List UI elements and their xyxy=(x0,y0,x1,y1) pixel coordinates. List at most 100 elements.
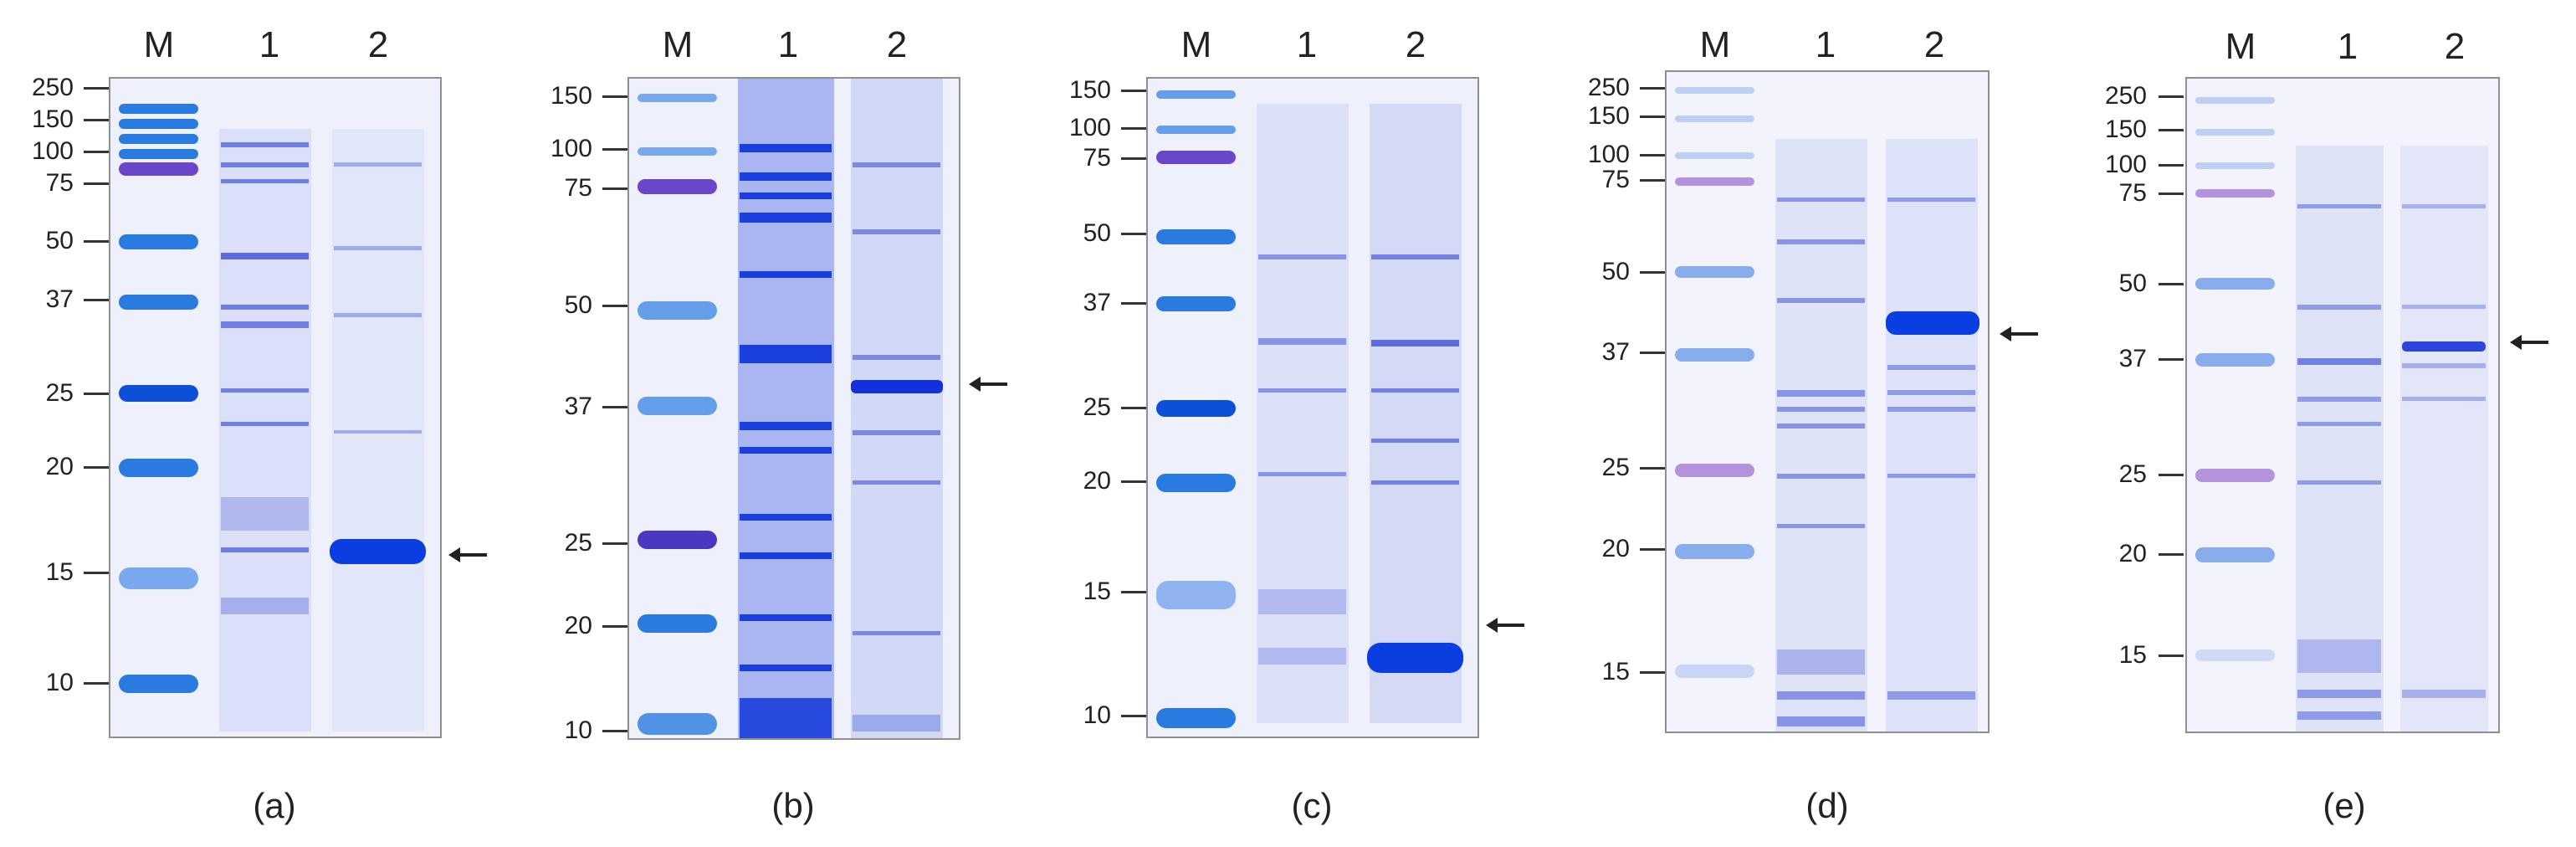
gel-image xyxy=(1665,70,1990,733)
mw-label: 25 xyxy=(2118,460,2147,488)
mw-tick xyxy=(2159,129,2184,131)
mw-tick xyxy=(1640,671,1665,674)
arrow-left-icon xyxy=(1486,618,1524,633)
gel-panel-c: M 1 2 150 100 75 50 37 25 20 15 10 xyxy=(1037,0,1556,847)
mw-tick xyxy=(84,393,109,395)
overexpressed-band xyxy=(330,539,426,564)
mw-label: 37 xyxy=(45,285,74,313)
lane-label-1: 1 xyxy=(1296,24,1318,65)
gel-lanes xyxy=(2187,79,2498,732)
lane-label-1: 1 xyxy=(1815,24,1836,65)
mw-tick xyxy=(2159,95,2184,98)
mw-label: 150 xyxy=(2104,116,2147,143)
lane-label-2: 2 xyxy=(1923,24,1945,65)
mw-tick xyxy=(84,299,109,301)
mw-label: 100 xyxy=(31,137,74,165)
mw-tick xyxy=(2159,654,2184,657)
mw-tick xyxy=(1121,302,1146,305)
mw-tick xyxy=(1121,591,1146,593)
mw-tick xyxy=(84,466,109,469)
mw-tick xyxy=(2159,164,2184,167)
lane-label-2: 2 xyxy=(2444,26,2466,67)
mw-label: 250 xyxy=(31,74,74,101)
gel-panel-a: M 1 2 250 150 100 75 50 37 25 20 15 10 xyxy=(0,0,519,847)
panel-caption: (c) xyxy=(1291,786,1333,825)
lane-label-marker: M xyxy=(2225,26,2256,67)
mw-label: 250 xyxy=(2104,82,2147,110)
mw-label: 250 xyxy=(1587,74,1630,101)
mw-label: 37 xyxy=(564,393,592,420)
mw-tick xyxy=(1640,467,1665,470)
mw-label: 20 xyxy=(1601,535,1630,562)
gel-lanes xyxy=(110,79,440,737)
mw-label: 150 xyxy=(31,105,74,133)
mw-tick xyxy=(84,682,109,685)
lane-label-2: 2 xyxy=(1405,24,1426,65)
mw-tick xyxy=(602,148,627,151)
mw-tick xyxy=(2159,553,2184,556)
mw-tick xyxy=(2159,358,2184,361)
mw-label: 10 xyxy=(45,669,74,696)
mw-label: 100 xyxy=(2104,151,2147,178)
lane-label-marker: M xyxy=(1699,24,1731,65)
panel-caption: (a) xyxy=(253,786,296,825)
mw-tick xyxy=(602,542,627,545)
panel-caption: (e) xyxy=(2322,786,2366,825)
mw-label: 150 xyxy=(1068,76,1111,104)
panel-caption: (d) xyxy=(1805,786,1849,825)
mw-tick xyxy=(2159,283,2184,285)
arrow-left-icon xyxy=(2510,335,2548,350)
gel-image xyxy=(627,77,960,740)
gel-lanes xyxy=(1667,72,1988,732)
mw-tick xyxy=(84,119,109,121)
gel-panel-b: M 1 2 150 100 75 50 37 25 20 10 xyxy=(519,0,1037,847)
mw-tick xyxy=(1121,407,1146,409)
mw-label: 25 xyxy=(1083,393,1111,421)
mw-label: 37 xyxy=(1601,338,1630,366)
mw-label: 100 xyxy=(1068,114,1111,141)
mw-label: 50 xyxy=(2118,270,2147,297)
mw-label: 15 xyxy=(2118,641,2147,669)
mw-label: 100 xyxy=(550,135,592,162)
overexpressed-band xyxy=(1886,311,1979,335)
mw-label: 20 xyxy=(2118,540,2147,567)
lane-label-2: 2 xyxy=(367,24,389,65)
mw-label: 100 xyxy=(1587,141,1630,168)
mw-tick xyxy=(84,240,109,243)
arrow-left-icon xyxy=(2000,326,2038,341)
lane-label-marker: M xyxy=(143,24,175,65)
mw-tick xyxy=(1121,480,1146,483)
mw-label: 37 xyxy=(1083,289,1111,316)
mw-label: 15 xyxy=(1601,658,1630,685)
mw-tick xyxy=(1640,154,1665,157)
mw-tick xyxy=(1121,233,1146,235)
mw-label: 10 xyxy=(1083,701,1111,729)
mw-label: 75 xyxy=(2118,179,2147,207)
mw-label: 150 xyxy=(550,82,592,110)
arrow-left-icon xyxy=(969,377,1007,392)
lane-label-marker: M xyxy=(662,24,694,65)
lane-label-1: 1 xyxy=(777,24,799,65)
mw-tick xyxy=(84,572,109,574)
mw-label: 20 xyxy=(45,453,74,480)
mw-tick xyxy=(1121,715,1146,717)
mw-tick xyxy=(84,87,109,90)
lane-label-marker: M xyxy=(1180,24,1212,65)
mw-tick xyxy=(602,95,627,98)
mw-tick xyxy=(1640,271,1665,274)
mw-label: 37 xyxy=(2118,345,2147,372)
gel-panel-e: M 1 2 250 150 100 75 50 37 25 20 15 xyxy=(2066,0,2576,847)
mw-tick xyxy=(1121,127,1146,130)
mw-tick xyxy=(602,187,627,190)
mw-label: 75 xyxy=(1601,166,1630,193)
overexpressed-band xyxy=(851,380,943,393)
lane-label-1: 1 xyxy=(259,24,280,65)
mw-label: 75 xyxy=(45,169,74,197)
lane-label-2: 2 xyxy=(886,24,908,65)
overexpressed-band xyxy=(2402,341,2486,352)
mw-tick xyxy=(84,151,109,153)
panel-caption: (b) xyxy=(771,786,815,825)
mw-label: 25 xyxy=(45,379,74,407)
mw-tick xyxy=(2159,474,2184,476)
mw-tick xyxy=(602,305,627,307)
